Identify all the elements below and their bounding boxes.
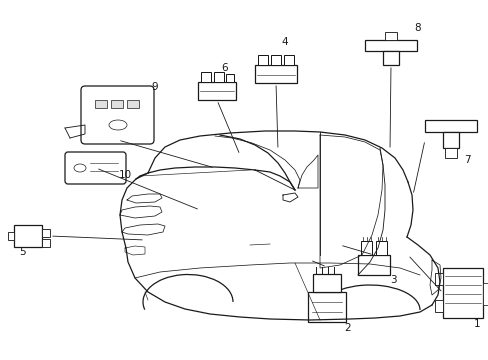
Bar	[434, 273, 442, 285]
Bar	[364, 40, 416, 51]
Bar	[42, 239, 50, 247]
FancyBboxPatch shape	[81, 86, 154, 144]
Bar	[258, 55, 267, 65]
Text: 7: 7	[463, 155, 469, 165]
Text: 8: 8	[414, 23, 421, 33]
Text: 1: 1	[473, 319, 479, 329]
Text: 4: 4	[281, 37, 288, 47]
Bar	[201, 72, 210, 82]
Bar	[382, 51, 398, 65]
Text: 6: 6	[221, 63, 228, 73]
Text: 5: 5	[19, 247, 25, 257]
Text: 3: 3	[389, 275, 395, 285]
Bar	[14, 225, 42, 247]
Bar	[312, 274, 340, 292]
Bar	[442, 132, 458, 148]
Bar	[42, 229, 50, 237]
Bar	[254, 65, 296, 83]
Text: 2: 2	[344, 323, 350, 333]
Bar	[111, 100, 123, 108]
Bar	[127, 100, 139, 108]
Bar	[198, 82, 236, 100]
Bar	[434, 300, 442, 312]
Bar	[357, 255, 389, 275]
Bar	[482, 283, 488, 305]
Bar	[360, 241, 371, 255]
Bar	[270, 55, 281, 65]
Bar	[284, 55, 293, 65]
Bar	[307, 292, 346, 322]
Bar	[214, 72, 224, 82]
Ellipse shape	[109, 120, 127, 130]
FancyBboxPatch shape	[65, 152, 126, 184]
Bar	[375, 241, 386, 255]
Bar	[8, 232, 14, 240]
Bar	[424, 120, 476, 132]
Bar	[95, 100, 107, 108]
Bar	[444, 148, 456, 158]
Bar	[225, 74, 234, 82]
Text: 9: 9	[151, 82, 158, 92]
Ellipse shape	[74, 164, 86, 172]
Bar	[384, 32, 396, 40]
Bar	[442, 268, 482, 318]
Text: 10: 10	[118, 170, 131, 180]
